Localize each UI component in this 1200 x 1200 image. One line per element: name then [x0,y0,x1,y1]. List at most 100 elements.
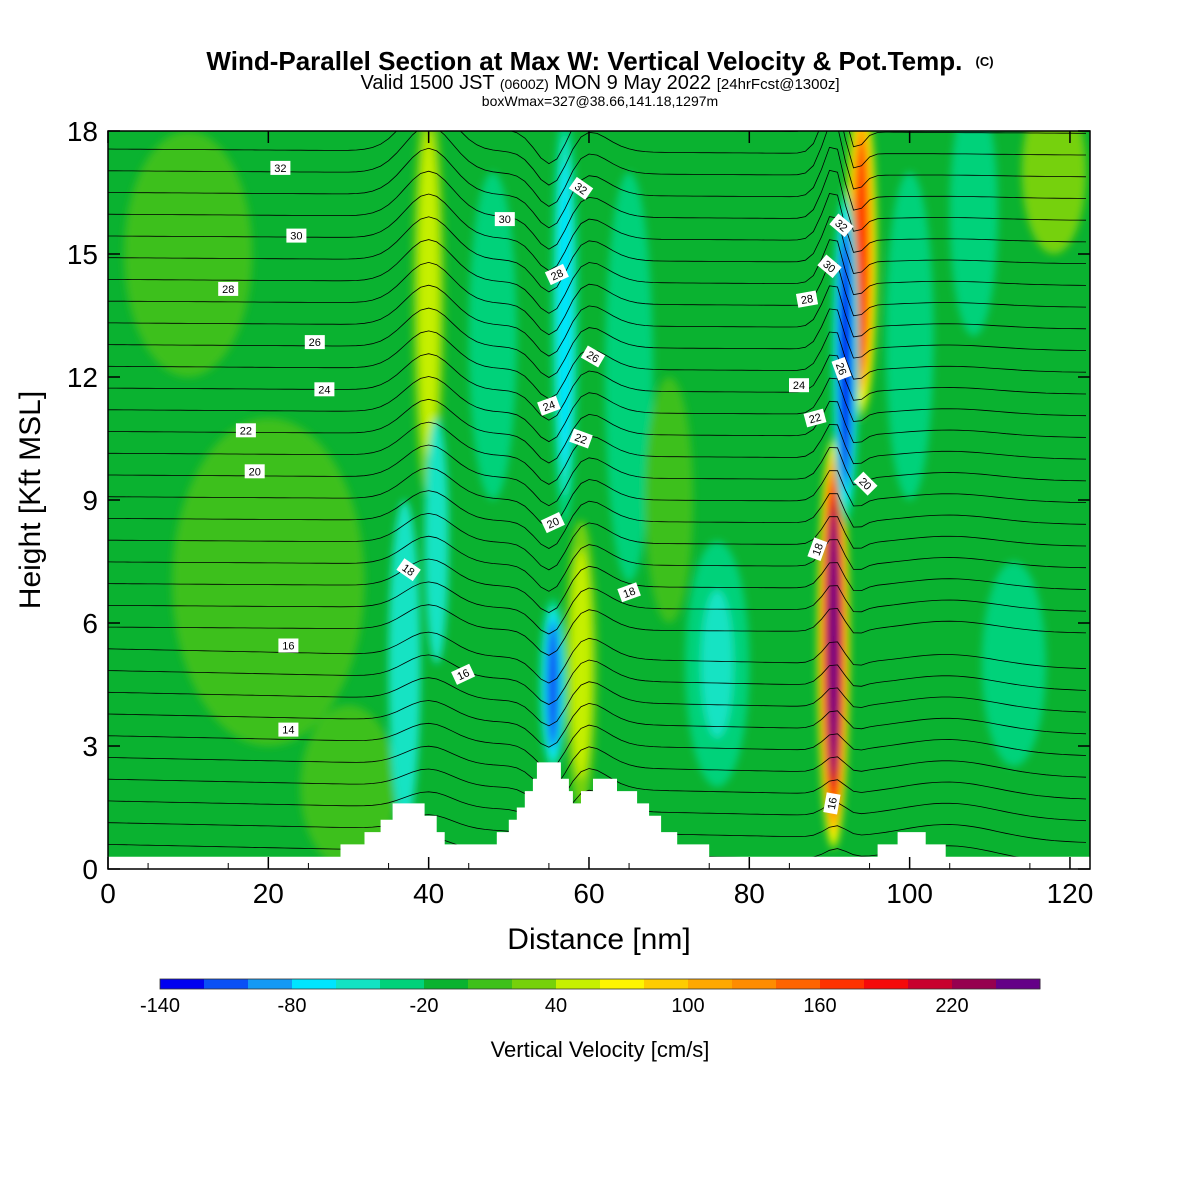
downdraft-core [548,625,558,744]
colorbar-swatch [380,979,425,989]
contour-label-box [537,395,561,416]
isentrope [108,376,1087,443]
contour-label-text: 24 [541,399,557,414]
colorbar-swatch [996,979,1041,989]
isentrope [108,581,1087,635]
contour-label: 22 [569,428,593,449]
isentrope [108,700,1087,748]
isentrope [108,722,1087,770]
contour-label-box [396,558,421,582]
background-anomaly [701,590,734,738]
x-tick-label: 100 [886,878,933,909]
isentrope [108,421,1087,485]
isentrope [108,490,1087,549]
contour-label-text: 28 [800,293,814,307]
isentrope [108,512,1087,571]
contour-label-box [540,512,565,534]
contour-label: 28 [544,263,569,286]
contour-label-text: 24 [793,380,805,392]
contour-label: 28 [795,290,819,308]
colorbar-swatch [424,979,469,989]
x-tick-label: 40 [413,878,444,909]
plot-area: 3230282624222018161614303228262422201832… [108,131,1090,869]
potential-temperature-contours [108,131,1087,869]
colorbar-tick-label: 220 [935,995,968,1017]
contour-label: 26 [580,345,606,368]
y-axis-label: Height [Kft MSL] [14,391,47,609]
colorbar-swatch [336,979,381,989]
updraft-core [829,513,838,774]
contour-label-text: 28 [222,284,234,296]
contour-label: 18 [617,582,641,603]
contour-label-box [795,290,819,308]
x-axis-label: Distance [nm] [507,923,690,956]
contour-label: 16 [451,663,476,685]
colorbar-swatch [468,979,513,989]
contour-label-box [270,160,291,175]
copyright-mark: (C) [976,54,994,69]
contour-label-text: 16 [826,796,840,810]
colorbar-swatch [732,979,777,989]
contour-label: 30 [494,212,515,227]
contour-label-box [569,428,593,449]
colorbar-swatch [864,979,909,989]
contour-label-box [789,378,809,393]
contour-labels: 3230282624222018161614303228262422201832… [218,160,878,815]
isentrope [108,745,1087,791]
updraft-core [856,147,867,361]
contour-label-box [278,638,299,653]
contour-label: 20 [244,464,265,479]
contour-label-box [823,792,841,815]
colorbar-swatch [512,979,557,989]
contour-label-box [544,263,569,286]
isentrope [108,604,1087,656]
contour-label: 30 [286,228,307,243]
colorbar-swatch [556,979,601,989]
contour-label-text: 16 [282,641,294,653]
isentrope [108,169,1087,250]
isentrope [108,284,1087,357]
isentrope [108,677,1087,727]
y-tick-label: 12 [67,362,98,393]
contour-label: 18 [396,558,421,582]
colorbar-tick-label: 100 [671,995,704,1017]
y-tick-label: 3 [82,731,98,762]
contour-label-box [218,281,239,296]
contour-label-box [807,537,828,561]
contour-label-text: 32 [572,181,589,198]
isentrope [108,353,1087,421]
contour-label-text: 22 [808,412,823,427]
contour-label-box [304,335,325,350]
svg-text:Wind-Parallel Section at Max W: Wind-Parallel Section at Max W: Vertical… [206,46,993,76]
colorbar-tick-label: -80 [278,995,307,1017]
contour-label-text: 14 [282,725,294,737]
x-tick-label: 60 [573,878,604,909]
isentrope [108,631,1087,684]
valid-time: Valid 1500 JST [360,72,494,94]
updraft-core [419,131,439,459]
contour-label-box [803,408,827,428]
y-tick-label: 15 [67,239,98,270]
isentrope [108,239,1087,314]
valid-date: MON 9 May 2022 [554,72,711,94]
contour-label-box [580,345,606,368]
x-tick-label: 80 [734,878,765,909]
contour-label-box [278,722,299,737]
isentrope [108,768,1087,812]
chart-title: Wind-Parallel Section at Max W: Vertical… [206,46,962,76]
isentrope [108,558,1087,614]
x-tick-label: 0 [100,878,116,909]
colorbar-swatch [204,979,249,989]
contour-label: 32 [568,176,594,200]
isentrope [108,398,1087,464]
x-tick-label: 120 [1047,878,1094,909]
contour-label: 24 [537,395,561,416]
contour-label-text: 26 [584,349,601,366]
isentrope [108,216,1086,293]
contour-label-text: 16 [455,667,471,683]
contour-label-box [831,357,852,381]
contour-label: 26 [831,357,852,381]
isentrope [108,261,1087,336]
boxwmax-info: boxWmax=327@38.66,141.18,1297m [482,93,718,109]
